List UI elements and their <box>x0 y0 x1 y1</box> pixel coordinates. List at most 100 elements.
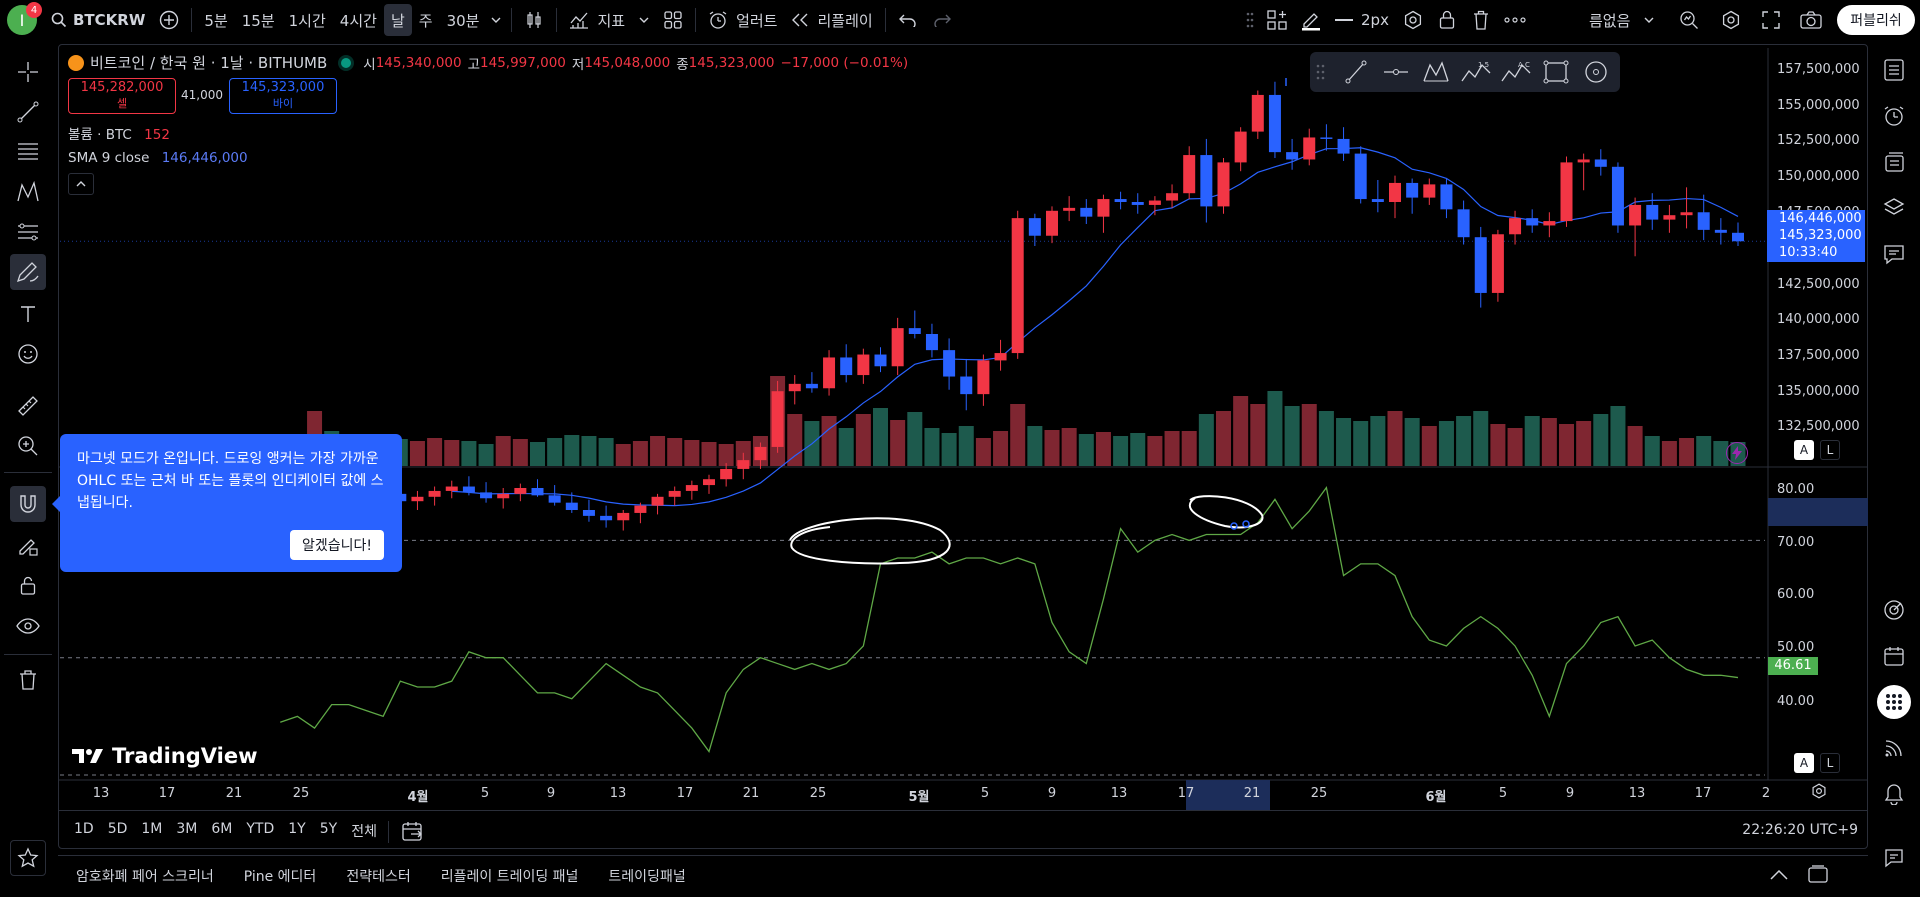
rectangle-icon[interactable] <box>1536 59 1576 85</box>
go-to-date-button[interactable] <box>402 821 424 845</box>
fullscreen-button[interactable] <box>1754 4 1788 36</box>
emoji-tool[interactable] <box>10 336 46 372</box>
bottom-tab[interactable]: 전략테스터 <box>346 869 411 885</box>
favorites-button[interactable] <box>10 840 46 876</box>
interval-1w[interactable]: 주 <box>418 11 433 30</box>
bottom-tab[interactable]: Pine 에디터 <box>243 869 317 885</box>
calendar-button[interactable] <box>1876 638 1912 674</box>
hide-all-button[interactable] <box>10 608 46 644</box>
volume-legend[interactable]: 볼륨 · BTC 152 <box>68 123 170 143</box>
tooltip-confirm-button[interactable]: 알겠습니다! <box>289 530 384 560</box>
range-button[interactable]: 5D <box>107 821 128 837</box>
more-options-button[interactable] <box>1498 4 1532 36</box>
pattern-tool[interactable] <box>10 174 46 210</box>
layers-button[interactable] <box>1876 190 1912 226</box>
rsi-log-scale-button[interactable]: L <box>1820 753 1840 773</box>
ellipse-icon[interactable] <box>1576 59 1616 85</box>
wave-ac-icon[interactable]: A C <box>1496 59 1536 85</box>
streams-button[interactable] <box>1876 730 1912 766</box>
axis-settings-button[interactable] <box>1811 783 1827 803</box>
wave-15-icon[interactable]: 1 5 <box>1456 59 1496 85</box>
compare-symbol-button[interactable] <box>152 4 186 36</box>
range-button[interactable]: YTD <box>246 821 275 837</box>
notifications-button[interactable] <box>1876 776 1912 812</box>
replay-button[interactable]: 리플레이 <box>784 4 879 36</box>
bottom-tab[interactable]: 암호화폐 페어 스크리너 <box>76 869 214 885</box>
quick-search-button[interactable] <box>1672 4 1706 36</box>
redo-button[interactable] <box>925 4 959 36</box>
pitchfork-icon[interactable] <box>1416 59 1456 85</box>
chat-button[interactable] <box>1876 236 1912 272</box>
remove-drawings-button[interactable] <box>10 662 46 698</box>
trend-line-icon[interactable] <box>1336 59 1376 85</box>
forecast-tool[interactable] <box>10 214 46 250</box>
interval-4h[interactable]: 4시간 <box>339 11 377 30</box>
fib-tool[interactable] <box>10 134 46 170</box>
lock-drawing-button[interactable] <box>1430 4 1464 36</box>
settings-button[interactable] <box>1396 4 1430 36</box>
interval-30m[interactable]: 30분 <box>446 11 480 30</box>
indicators-dropdown[interactable] <box>632 4 656 36</box>
range-button[interactable]: 전체 <box>351 824 377 840</box>
ideas-button[interactable] <box>1876 592 1912 628</box>
sma-legend[interactable]: SMA 9 close 146,446,000 <box>68 150 248 166</box>
snapshot-button[interactable] <box>1794 4 1828 36</box>
help-button[interactable] <box>1876 840 1912 876</box>
range-button[interactable]: 6M <box>211 821 233 837</box>
crosshair-tool[interactable] <box>10 54 46 90</box>
apps-button[interactable] <box>1876 684 1912 720</box>
interval-dropdown[interactable] <box>486 4 506 36</box>
sell-button[interactable]: 145,282,000 셀 <box>68 78 176 114</box>
log-scale-button[interactable]: L <box>1820 440 1840 460</box>
line-color-button[interactable] <box>1294 4 1328 36</box>
watchlist-button[interactable] <box>1876 52 1912 88</box>
chart-type-button[interactable] <box>517 4 551 36</box>
stay-drawing-button[interactable] <box>10 528 46 564</box>
range-button[interactable]: 3M <box>176 821 198 837</box>
interval-1h[interactable]: 1시간 <box>288 11 326 30</box>
maximize-panel-button[interactable] <box>1808 865 1828 887</box>
symbol-legend[interactable]: 비트코인 / 한국 원 · 1날 · BITHUMB 시 145,340,000 … <box>68 52 908 73</box>
indicators-button[interactable]: 지표 <box>562 4 632 36</box>
alerts-button[interactable] <box>1876 98 1912 134</box>
measure-tool[interactable] <box>10 388 46 424</box>
layout-name[interactable]: 름없음 <box>1589 11 1631 30</box>
range-button[interactable]: 5Y <box>319 821 338 837</box>
symbol-search[interactable]: BTCKRW <box>44 4 152 36</box>
collapse-panel-button[interactable] <box>1770 868 1788 884</box>
auto-scale-button[interactable]: A <box>1794 440 1814 460</box>
chart-settings-button[interactable] <box>1714 4 1748 36</box>
object-tree-button[interactable] <box>1876 144 1912 180</box>
undo-button[interactable] <box>891 4 925 36</box>
text-tool[interactable] <box>10 296 46 332</box>
layout-dropdown[interactable] <box>1637 4 1661 36</box>
brush-tool[interactable] <box>10 254 46 290</box>
user-avatar[interactable]: I 4 <box>0 0 44 40</box>
zoom-tool[interactable] <box>10 428 46 464</box>
range-button[interactable]: 1M <box>141 821 163 837</box>
drag-dots-icon[interactable] <box>1316 63 1326 81</box>
trend-line-tool[interactable] <box>10 94 46 130</box>
delete-drawing-button[interactable] <box>1464 4 1498 36</box>
alert-button[interactable]: 얼러트 <box>701 4 784 36</box>
range-button[interactable]: 1D <box>74 821 94 837</box>
interval-15m[interactable]: 15분 <box>241 11 275 30</box>
lightning-button[interactable] <box>1726 442 1748 464</box>
horizontal-ray-icon[interactable] <box>1376 59 1416 85</box>
buy-button[interactable]: 145,323,000 바이 <box>229 78 337 114</box>
templates-button[interactable] <box>656 4 690 36</box>
collapse-legend-button[interactable] <box>68 173 94 195</box>
magnet-mode-button[interactable] <box>10 486 46 522</box>
line-width-button[interactable]: 2px <box>1328 4 1396 36</box>
range-button[interactable]: 1Y <box>288 821 306 837</box>
template-button[interactable] <box>1260 4 1294 36</box>
interval-1d[interactable]: 날 <box>383 4 412 36</box>
bottom-tab[interactable]: 트레이딩패널 <box>608 869 686 885</box>
interval-5m[interactable]: 5분 <box>204 11 228 30</box>
bottom-tab[interactable]: 리플레이 트레이딩 패널 <box>440 869 579 885</box>
publish-button[interactable]: 퍼블리쉬 <box>1837 5 1915 35</box>
clock-timezone[interactable]: 22:26:20 UTC+9 <box>1742 822 1858 838</box>
rsi-auto-scale-button[interactable]: A <box>1794 753 1814 773</box>
drag-handle[interactable] <box>1240 4 1260 36</box>
